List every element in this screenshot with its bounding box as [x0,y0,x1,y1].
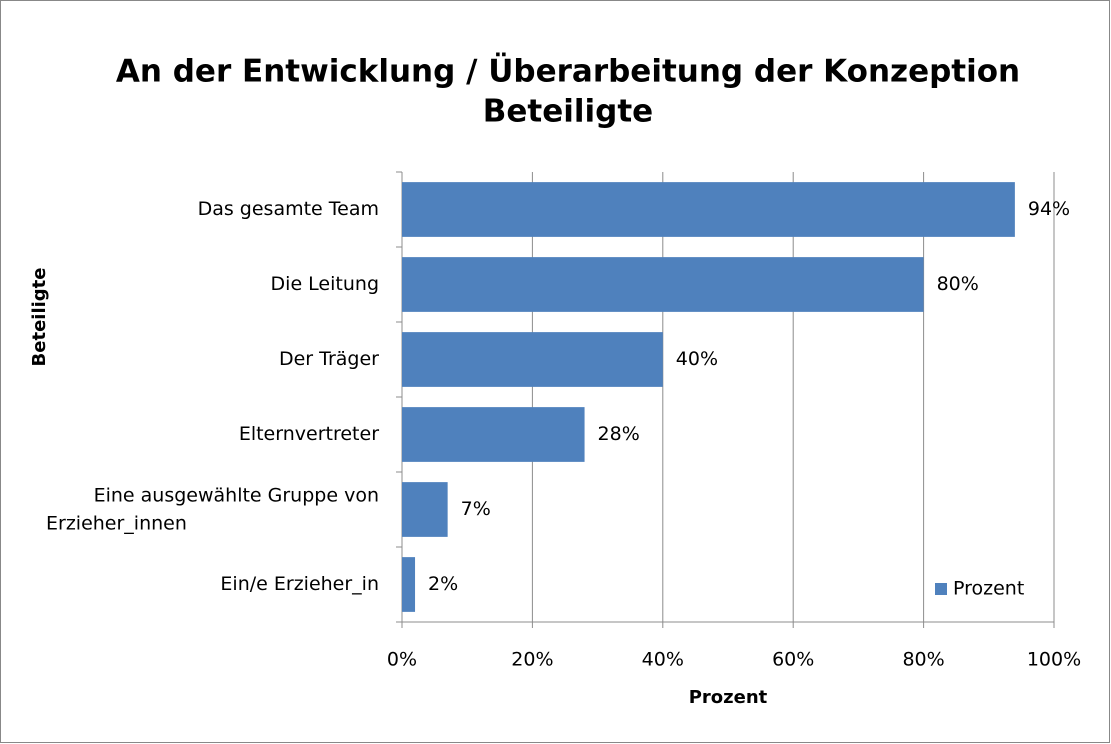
x-tick-label: 60% [772,649,814,671]
y-tick-label: Das gesamte Team [198,198,379,220]
data-label: 40% [676,348,718,370]
x-tick-label: 0% [387,649,417,671]
chart-title: An der Entwicklung / Überarbeitung der K… [116,53,1020,90]
x-tick-label: 40% [642,649,684,671]
data-label: 80% [937,273,979,295]
chart-title: Beteiligte [483,94,653,130]
data-label: 2% [428,573,458,595]
bar [402,407,585,462]
y-tick-label: Die Leitung [271,273,379,295]
y-tick-label: Der Träger [279,348,379,370]
bar [402,332,663,387]
x-tick-label: 20% [511,649,553,671]
x-tick-label: 100% [1027,649,1081,671]
data-label: 28% [598,423,640,445]
bar [402,482,448,537]
data-label: 94% [1028,198,1070,220]
y-axis-title: Beteiligte [29,268,50,367]
bar [402,182,1015,237]
bar [402,557,416,612]
y-tick-label: Eine ausgewählte Gruppe von Erzieher_inne… [46,484,379,534]
y-tick-label: Elternvertreter [239,423,379,445]
legend-swatch [935,583,947,595]
x-axis-title: Prozent [689,687,768,708]
data-label: 7% [461,498,491,520]
bar [402,257,924,312]
x-tick-label: 80% [902,649,944,671]
legend-label: Prozent [953,578,1024,600]
y-tick-label: Ein/e Erzieher_in [220,573,379,595]
